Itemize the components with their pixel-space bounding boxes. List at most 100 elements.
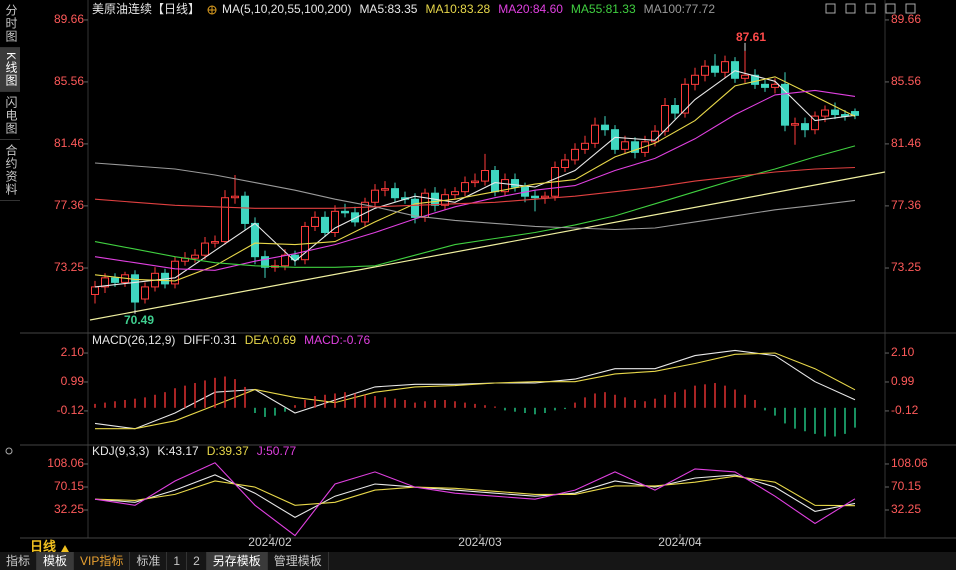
y-tick-label: 73.25: [54, 260, 84, 274]
y-tick-label: 77.36: [54, 198, 84, 212]
y-tick-label: 89.66: [54, 12, 84, 26]
candle-body: [731, 61, 739, 79]
candle-body: [331, 210, 339, 233]
icon[interactable]: [905, 3, 916, 14]
y-tick-label: 85.56: [54, 74, 84, 88]
y-tick-label: 81.46: [891, 136, 921, 150]
background: [0, 0, 956, 552]
candle-body: [741, 74, 749, 79]
candle-body: [371, 189, 379, 203]
candle-body: [201, 242, 209, 256]
candle-body: [691, 74, 699, 85]
line: [95, 352, 856, 430]
line: [94, 145, 856, 268]
line: [94, 89, 856, 271]
candle-body: [831, 109, 839, 116]
y-tick-label: 2.10: [61, 345, 85, 359]
period[interactable]: 日线: [30, 536, 70, 555]
legend-item: MA5:83.35: [359, 2, 417, 16]
candle-body: [621, 141, 629, 150]
legend-item: D:39.37: [207, 444, 249, 458]
candle-body: [131, 274, 139, 303]
y-tick-label: 73.25: [891, 260, 921, 274]
candle-body: [821, 109, 829, 117]
candle-body: [811, 115, 819, 131]
toolbar-item[interactable]: 指标: [0, 552, 38, 570]
toolbar-item[interactable]: 2: [187, 552, 207, 570]
y-tick-label: 81.46: [54, 136, 84, 150]
legend-item: MA20:84.60: [498, 2, 563, 16]
candle-body: [261, 256, 269, 268]
legend-item: MA100:77.72: [644, 2, 716, 16]
y-tick-label: -0.12: [891, 403, 919, 417]
legend-item: MACD:-0.76: [304, 333, 370, 347]
chart: 美原油连续【日线】 MA(5,10,20,55,100,200) MA5:83.35…: [0, 0, 956, 552]
y-tick-label: 108.06: [891, 456, 928, 470]
sidebar: 分时图 K线图 闪电图 合约资料: [0, 0, 20, 202]
candle-body: [511, 179, 519, 188]
legend-item: DIFF:0.31: [183, 333, 237, 347]
candle-body: [491, 170, 499, 193]
x-tick-label: 2024/03: [458, 535, 502, 549]
window-icons: [825, 3, 916, 14]
line: [94, 162, 856, 231]
y-tick-label: 0.99: [891, 374, 915, 388]
line: [94, 349, 856, 430]
period-label[interactable]: 日线: [30, 539, 57, 554]
legend-item: J:50.77: [257, 444, 297, 458]
y-tick-label: 2.10: [891, 345, 915, 359]
tab[interactable]: 闪电图: [0, 92, 20, 141]
tab[interactable]: 分时图: [0, 0, 20, 48]
candle-body: [171, 260, 179, 285]
icon[interactable]: [885, 3, 896, 14]
tab[interactable]: 合约资料: [0, 140, 20, 202]
candle-body: [681, 83, 689, 114]
candle-body: [481, 170, 489, 182]
chart-title: MACD(26,12,9): [92, 333, 175, 347]
legend-item: MA55:81.33: [571, 2, 636, 16]
legend-item: K:43.17: [157, 444, 199, 458]
y-tick-label: -0.12: [57, 403, 85, 417]
toolbar-item[interactable]: 管理模板: [268, 552, 329, 570]
line: [94, 166, 856, 209]
legend-item: DEA:0.69: [245, 333, 297, 347]
toolbar-item[interactable]: 模板: [37, 552, 75, 570]
y-tick-label: 108.06: [47, 456, 84, 470]
y-tick-label: 77.36: [891, 198, 921, 212]
icon[interactable]: [825, 3, 836, 14]
candle-body: [471, 180, 479, 184]
candle-body: [791, 123, 799, 126]
candle-body: [701, 65, 709, 76]
candle-body: [451, 191, 459, 196]
candle-body: [711, 65, 719, 73]
candle-body: [211, 241, 219, 244]
candle-body: [411, 198, 419, 218]
candle-body: [91, 286, 99, 295]
icon[interactable]: [865, 3, 876, 14]
period-arrow: [60, 544, 69, 552]
toolbar-item[interactable]: 另存模板: [206, 552, 268, 570]
line: [94, 70, 856, 288]
toolbar-item[interactable]: 标准: [130, 552, 168, 570]
x-tick-label: 2024/02: [248, 535, 292, 549]
icon[interactable]: [845, 3, 856, 14]
candle-body: [461, 182, 469, 193]
tab[interactable]: K线图: [0, 48, 20, 93]
candle-body: [141, 286, 149, 300]
settings-icon[interactable]: [5, 447, 13, 455]
y-tick-label: 32.25: [54, 502, 84, 516]
toolbar-item[interactable]: VIP指标: [74, 552, 131, 570]
chart-subtitle: MA(5,10,20,55,100,200): [222, 2, 351, 16]
candle-body: [761, 83, 769, 88]
candle-body: [561, 159, 569, 168]
candle-body: [781, 83, 789, 126]
y-tick-label: 70.15: [54, 479, 84, 493]
candle-body: [321, 216, 329, 233]
candle-body: [571, 148, 579, 161]
candle-body: [351, 212, 359, 223]
y-tick-label: 89.66: [891, 12, 921, 26]
candle-body: [231, 195, 239, 199]
toolbar-item[interactable]: 1: [167, 552, 188, 570]
candle-body: [251, 222, 259, 258]
